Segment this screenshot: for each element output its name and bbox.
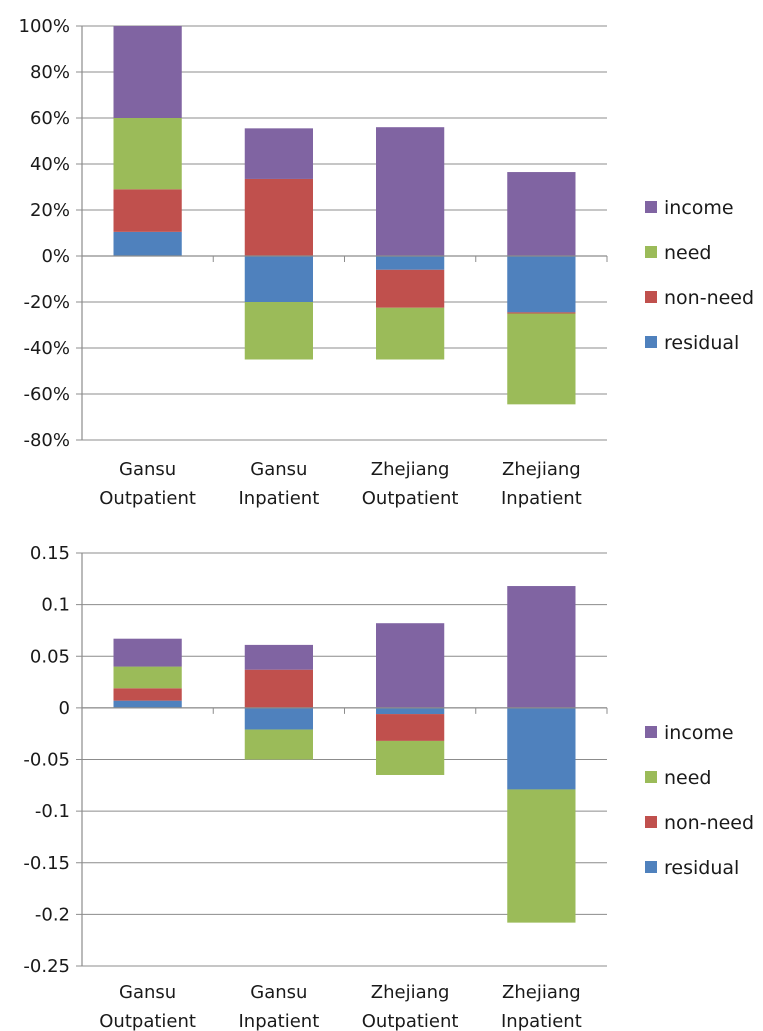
chart-1: 100% 80% 60% 40% 20% 0% -20% -40% -60% -80% Gansu O… xyxy=(19,16,755,509)
y-tick-label: -80% xyxy=(23,430,70,451)
legend-label-non-need: non-need xyxy=(664,812,754,834)
x-tick-label: Zhejiang xyxy=(371,459,450,480)
y-tick-label: 0.1 xyxy=(41,595,70,616)
y-tick-label: 40% xyxy=(30,154,70,175)
bar-segment-non-need xyxy=(113,189,182,232)
y-tick-label: -20% xyxy=(23,292,70,313)
bar-segment-residual xyxy=(244,256,313,302)
bar-segment-income xyxy=(113,26,182,118)
y-tick-label: 100% xyxy=(19,16,70,37)
bar-segment-residual xyxy=(113,231,182,256)
bar-segment-income xyxy=(113,638,182,667)
x-tick-label: Zhejiang xyxy=(502,459,581,480)
legend-swatch-income xyxy=(645,726,657,738)
bar-segment-need xyxy=(244,729,313,760)
y-tick-label: -0.15 xyxy=(23,853,70,874)
y-tick-label: -0.2 xyxy=(35,904,70,925)
x-tick-label: Inpatient xyxy=(501,488,582,509)
bar-segment-non-need xyxy=(376,714,445,741)
legend-label-residual: residual xyxy=(664,332,739,354)
bar-segment-need xyxy=(113,666,182,689)
x-tick-label: Gansu xyxy=(250,459,307,480)
y-tick-label: -60% xyxy=(23,384,70,405)
bar-segment-income xyxy=(376,623,445,708)
legend-swatch-non-need xyxy=(645,291,657,303)
legend: income need non-need residual xyxy=(645,722,754,879)
y-tick-label: 0.15 xyxy=(30,543,70,564)
bar-segment-need xyxy=(376,740,445,775)
legend-swatch-income xyxy=(645,201,657,213)
bar-segment-residual xyxy=(507,256,576,313)
bar-segment-residual xyxy=(376,256,445,270)
y-tick-label: 0 xyxy=(59,698,70,719)
bar-segment-residual xyxy=(507,707,576,790)
x-tick-label: Outpatient xyxy=(99,488,196,509)
bar-segment-need xyxy=(507,789,576,923)
x-tick-label: Inpatient xyxy=(238,1011,319,1031)
x-tick-label: Outpatient xyxy=(362,1011,459,1031)
bar-segment-residual xyxy=(113,700,182,708)
y-tick-label: 60% xyxy=(30,108,70,129)
legend-label-need: need xyxy=(664,242,711,264)
x-tick-label: Zhejiang xyxy=(371,982,450,1003)
x-tick-label: Gansu xyxy=(250,982,307,1003)
bar-segment-non-need xyxy=(244,669,313,708)
bar-segment-need xyxy=(376,307,445,360)
y-tick-label: 20% xyxy=(30,200,70,221)
bar-segment-income xyxy=(244,644,313,670)
x-tick-label: Inpatient xyxy=(501,1011,582,1031)
bar-segment-income xyxy=(507,172,576,256)
y-tick-label: -0.25 xyxy=(23,956,70,977)
x-tick-label: Gansu xyxy=(119,459,176,480)
bar-segment-need xyxy=(113,118,182,190)
legend-label-income: income xyxy=(664,722,734,744)
x-tick-label: Zhejiang xyxy=(502,982,581,1003)
x-tick-label: Outpatient xyxy=(362,488,459,509)
x-tick-label: Gansu xyxy=(119,982,176,1003)
bar-segment-residual xyxy=(376,707,445,715)
bar-segment-non-need xyxy=(244,178,313,256)
y-tick-label: 0.05 xyxy=(30,646,70,667)
y-tick-label: 80% xyxy=(30,62,70,83)
bar-segment-income xyxy=(244,128,313,179)
legend-swatch-need xyxy=(645,246,657,258)
legend-label-residual: residual xyxy=(664,857,739,879)
chart-2: 0.15 0.1 0.05 0 -0.05 -0.1 -0.15 -0.2 -0.25 Gansu… xyxy=(23,543,754,1031)
bar-segment-residual xyxy=(244,707,313,730)
x-tick-label: Outpatient xyxy=(99,1011,196,1031)
bar-segment-income xyxy=(376,127,445,256)
bar-segment-need xyxy=(244,302,313,360)
y-tick-label: 0% xyxy=(41,246,70,267)
bar-segment-need xyxy=(507,313,576,405)
legend-label-income: income xyxy=(664,197,734,219)
y-tick-label: -0.1 xyxy=(35,801,70,822)
legend-swatch-non-need xyxy=(645,816,657,828)
bar-segment-non-need xyxy=(113,688,182,701)
bar-segment-non-need xyxy=(507,312,576,314)
y-tick-label: -0.05 xyxy=(23,750,70,771)
legend-swatch-residual xyxy=(645,861,657,873)
legend-label-non-need: non-need xyxy=(664,287,754,309)
legend-label-need: need xyxy=(664,767,711,789)
legend-swatch-residual xyxy=(645,336,657,348)
bar-segment-income xyxy=(507,586,576,708)
legend: income need non-need residual xyxy=(645,197,754,354)
y-tick-label: -40% xyxy=(23,338,70,359)
bar-segment-non-need xyxy=(376,269,445,308)
legend-swatch-need xyxy=(645,771,657,783)
x-tick-label: Inpatient xyxy=(238,488,319,509)
